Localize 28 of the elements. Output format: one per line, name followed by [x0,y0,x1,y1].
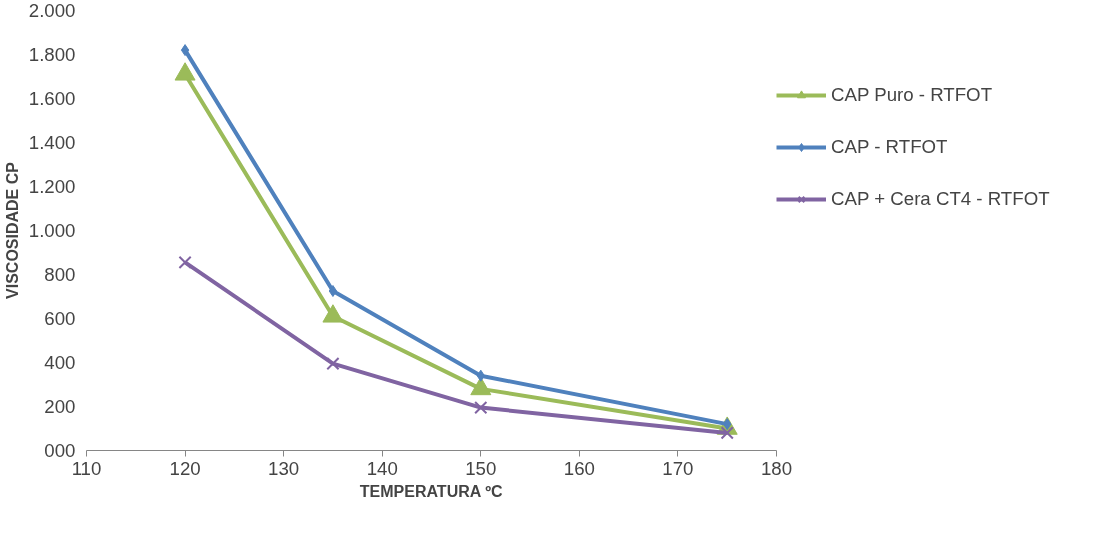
y-tick-label: 2.000 [28,0,76,21]
y-tick-label: 1.000 [28,220,76,241]
x-tick-label: 160 [563,457,595,479]
point [180,44,190,57]
y-tick-label: 400 [44,352,76,373]
y-tick-label: 200 [44,396,76,417]
y-tick-label: 800 [44,264,76,285]
point [720,426,734,440]
y-axis-title: VISCOSIDADE CP [3,161,21,299]
legend-label: CAP + Cera CT4 - RTFOT [831,188,1050,210]
y-tick-label: 1.600 [28,88,76,109]
x-tick-label: 140 [366,457,398,479]
x-axis-title: TEMPERATURA ºC [359,482,504,500]
y-tick-label: 1.800 [28,44,76,65]
point [328,285,338,297]
y-tick-label: 600 [44,308,76,329]
point [326,356,340,371]
legend-label: CAP Puro - RTFOT [831,84,993,106]
legend-label: CAP - RTFOT [831,136,948,158]
y-tick-label: 1.200 [28,176,76,197]
x-tick-label: 180 [760,457,793,479]
x-tick-label: 150 [465,457,497,479]
x-tick-label: 120 [169,457,201,479]
x-tick-label: 130 [268,457,300,479]
point [178,255,192,270]
point [474,400,488,415]
x-tick-label: 170 [662,457,694,479]
y-tick-label: 1.400 [28,132,76,153]
